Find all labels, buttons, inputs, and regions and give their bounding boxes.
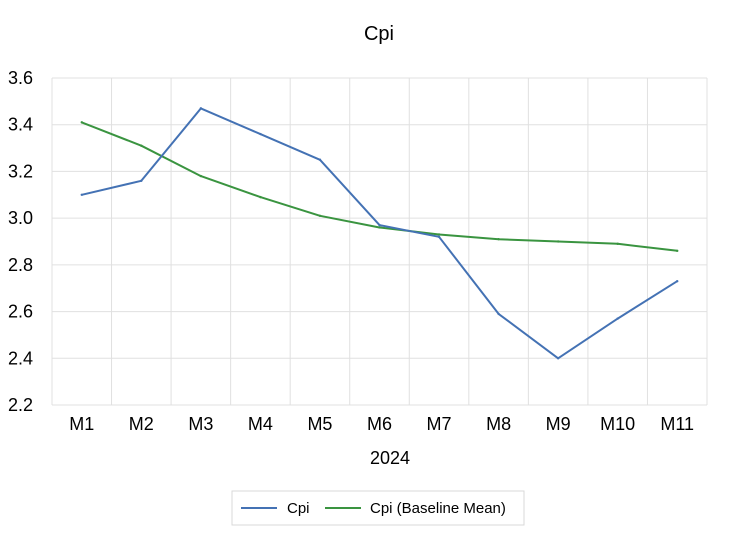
legend-label: Cpi (Baseline Mean)	[370, 500, 506, 517]
data-point	[140, 144, 143, 147]
data-point	[676, 249, 679, 253]
data-point	[199, 107, 203, 110]
data-point	[676, 280, 679, 283]
x-tick-label: M10	[600, 414, 635, 434]
data-point	[497, 312, 500, 316]
y-tick-label: 3.6	[8, 68, 33, 88]
data-point	[437, 235, 441, 239]
x-tick-label: M11	[660, 414, 694, 434]
x-tick-label: M2	[129, 414, 154, 434]
data-point	[378, 223, 381, 227]
x-axis-ticks: M1 M2 M3 M4 M5 M6 M7 M8 M9 M10 M11	[69, 414, 694, 434]
data-point	[497, 237, 500, 241]
y-tick-label: 3.2	[8, 161, 33, 181]
data-point	[318, 158, 322, 161]
y-tick-label: 3.4	[8, 115, 33, 135]
y-tick-label: 2.4	[8, 348, 33, 368]
x-tick-label: M8	[486, 414, 511, 434]
x-axis-label: 2024	[370, 448, 410, 468]
legend: Cpi Cpi (Baseline Mean)	[231, 490, 525, 526]
grid-layer	[51, 77, 708, 406]
legend-label: Cpi	[287, 500, 310, 517]
y-tick-label: 2.6	[8, 302, 33, 322]
chart-title: Cpi	[364, 23, 394, 45]
x-tick-label: M1	[69, 414, 94, 434]
y-tick-label: 2.2	[8, 395, 33, 415]
data-point	[556, 357, 560, 360]
x-tick-label: M7	[427, 414, 452, 434]
x-tick-label: M5	[307, 414, 332, 434]
data-point	[318, 214, 322, 218]
data-point	[199, 174, 203, 178]
data-point	[437, 233, 441, 236]
legend-box	[231, 490, 525, 526]
x-tick-label: M4	[248, 414, 273, 434]
data-point	[80, 193, 83, 196]
data-point	[616, 242, 619, 246]
data-point	[80, 121, 83, 124]
y-tick-label: 2.8	[8, 255, 33, 275]
x-tick-label: M9	[546, 414, 571, 434]
data-point	[259, 195, 262, 199]
data-point	[259, 132, 262, 136]
data-point	[378, 226, 381, 229]
y-tick-label: 3.0	[8, 208, 33, 228]
y-axis-ticks: 2.2 2.4 2.6 2.8 3.0 3.2 3.4 3.6	[8, 68, 33, 415]
data-point	[556, 240, 560, 243]
data-point	[140, 179, 143, 182]
data-point	[616, 317, 619, 320]
legend-items: Cpi Cpi (Baseline Mean)	[241, 500, 506, 517]
series-layer	[80, 107, 679, 360]
x-tick-label: M3	[188, 414, 213, 434]
x-tick-label: M6	[367, 414, 392, 434]
